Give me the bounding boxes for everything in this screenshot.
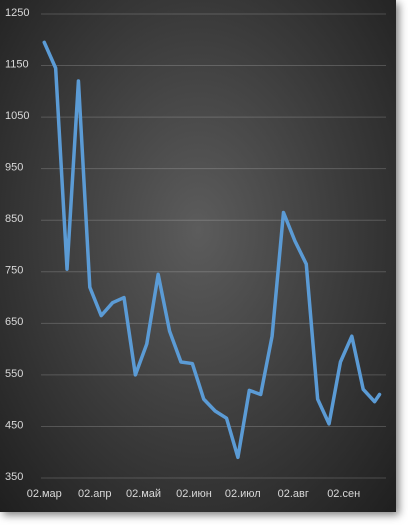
y-tick-label: 450 xyxy=(5,419,23,431)
y-tick-label: 1150 xyxy=(5,58,29,70)
data-line xyxy=(42,40,382,460)
chart-frame: 350 450 550 650 750 850 950 1050 1150 1250 02.мар 0… xyxy=(0,0,396,512)
y-tick-label: 1250 xyxy=(5,7,29,19)
y-tick-label: 650 xyxy=(5,316,23,328)
x-tick-label: 02.апр xyxy=(78,488,111,500)
y-tick-label: 550 xyxy=(5,368,23,380)
y-tick-label: 750 xyxy=(5,265,23,277)
x-tick-label: 02.мар xyxy=(27,488,62,500)
y-tick-label: 850 xyxy=(5,213,23,225)
x-tick-label: 02.май xyxy=(126,488,161,500)
y-tick-label: 950 xyxy=(5,162,23,174)
chart: 350 450 550 650 750 850 950 1050 1150 1250 02.мар 0… xyxy=(5,6,382,500)
x-tick-label: 02.июл xyxy=(225,488,261,500)
y-tick-label: 350 xyxy=(5,471,23,483)
x-tick-label: 02.сен xyxy=(327,488,360,500)
y-tick-label: 1050 xyxy=(5,110,29,122)
x-tick-label: 02.июн xyxy=(176,488,212,500)
x-tick-label: 02.авг xyxy=(278,488,309,500)
